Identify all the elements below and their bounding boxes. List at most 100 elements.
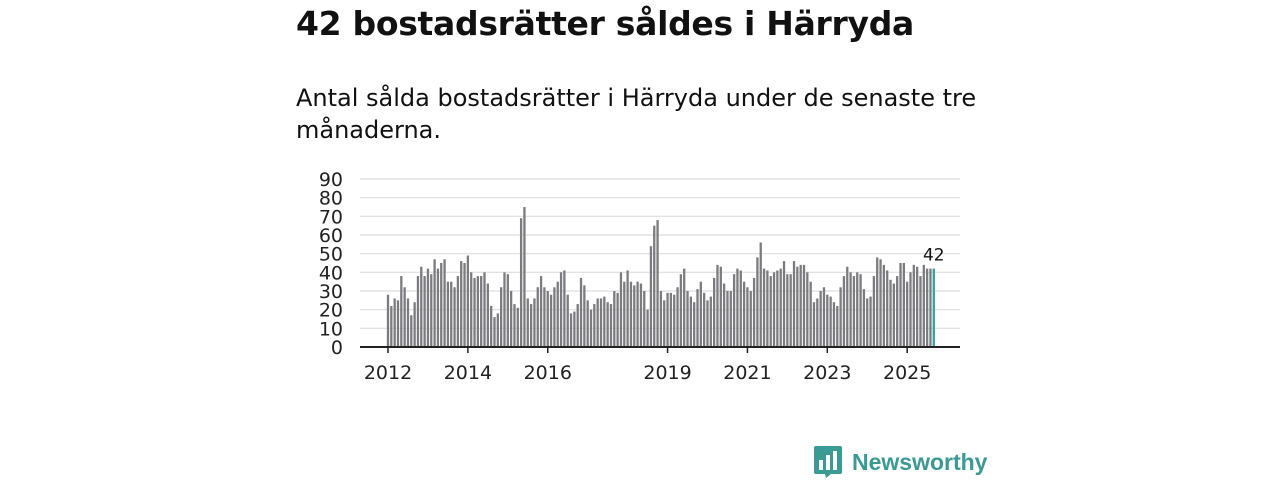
bar xyxy=(483,272,486,347)
bar xyxy=(729,291,732,347)
bar xyxy=(889,279,892,347)
bar xyxy=(496,313,499,347)
bar xyxy=(839,287,842,347)
bar xyxy=(859,274,862,347)
y-tick-label: 40 xyxy=(319,262,343,284)
y-tick-label: 60 xyxy=(319,225,343,247)
bar xyxy=(616,292,619,347)
bar xyxy=(849,272,852,347)
bar xyxy=(436,268,440,347)
bar xyxy=(756,257,759,347)
bar xyxy=(629,281,633,347)
x-tick-label: 2025 xyxy=(883,362,931,384)
bar xyxy=(726,291,729,347)
bar xyxy=(516,307,519,347)
bar xyxy=(879,259,882,347)
bar xyxy=(676,287,679,347)
bar xyxy=(659,291,663,347)
bar xyxy=(832,302,836,347)
bar xyxy=(703,292,706,347)
bar xyxy=(390,305,393,347)
bar xyxy=(742,281,746,347)
bar xyxy=(589,309,593,347)
bar xyxy=(689,296,692,347)
bar xyxy=(846,266,849,347)
bar xyxy=(816,298,819,347)
bar xyxy=(772,272,776,347)
bar xyxy=(876,257,879,347)
bar xyxy=(559,272,563,347)
y-tick-label: 20 xyxy=(319,300,343,322)
bar xyxy=(712,277,716,347)
bar xyxy=(862,289,866,347)
bar xyxy=(663,300,666,347)
bar xyxy=(766,270,769,347)
bar xyxy=(716,264,719,347)
bar xyxy=(623,281,626,347)
bar xyxy=(509,291,513,347)
bar xyxy=(709,296,712,347)
bar xyxy=(563,270,566,347)
bar xyxy=(792,261,796,347)
bar xyxy=(463,263,466,347)
bar xyxy=(925,268,929,347)
bar xyxy=(819,291,822,347)
bar xyxy=(486,283,489,347)
bar xyxy=(386,294,390,347)
bar xyxy=(443,259,446,347)
bar xyxy=(393,298,396,347)
highlight-value-label: 42 xyxy=(923,246,945,266)
bar xyxy=(470,272,473,347)
y-tick-label: 80 xyxy=(319,188,343,210)
bar xyxy=(822,287,826,347)
y-tick-label: 90 xyxy=(319,169,343,191)
bar xyxy=(416,276,420,347)
bar xyxy=(606,302,609,347)
x-tick-label: 2019 xyxy=(643,362,691,384)
bar xyxy=(673,294,676,347)
bar xyxy=(553,287,556,347)
bar xyxy=(533,298,536,347)
bar xyxy=(569,313,573,347)
bar xyxy=(450,281,453,347)
bar xyxy=(666,292,669,347)
bar xyxy=(829,296,832,347)
bar xyxy=(566,294,569,347)
bar xyxy=(749,291,752,347)
bar xyxy=(476,276,480,347)
bar xyxy=(656,220,659,347)
bar xyxy=(586,300,589,347)
bar xyxy=(722,283,726,347)
x-tick-label: 2023 xyxy=(803,362,851,384)
bar xyxy=(856,272,859,347)
bar xyxy=(440,263,443,347)
bar xyxy=(649,246,653,347)
bar xyxy=(653,225,656,347)
bar xyxy=(576,304,579,347)
bar xyxy=(539,276,543,347)
bar xyxy=(736,268,739,347)
y-tick-label: 30 xyxy=(319,281,343,303)
bar xyxy=(906,281,909,347)
newsworthy-brand[interactable]: Newsworthy xyxy=(814,446,987,478)
bar xyxy=(842,276,846,347)
bar xyxy=(892,283,896,347)
bar xyxy=(759,242,762,347)
bar xyxy=(420,266,423,347)
bar xyxy=(852,276,856,347)
bar xyxy=(826,294,829,347)
bar xyxy=(523,207,526,347)
bar xyxy=(526,298,529,347)
x-tick-label: 2014 xyxy=(444,362,492,384)
newsworthy-logo-icon xyxy=(814,446,842,478)
bar xyxy=(503,272,506,347)
bar xyxy=(599,298,603,347)
bar xyxy=(639,283,643,347)
bar xyxy=(493,317,496,347)
bar xyxy=(609,304,613,347)
bar xyxy=(752,277,756,347)
bar xyxy=(406,298,410,347)
bar xyxy=(403,287,406,347)
bar xyxy=(603,296,606,347)
bar xyxy=(696,289,699,347)
